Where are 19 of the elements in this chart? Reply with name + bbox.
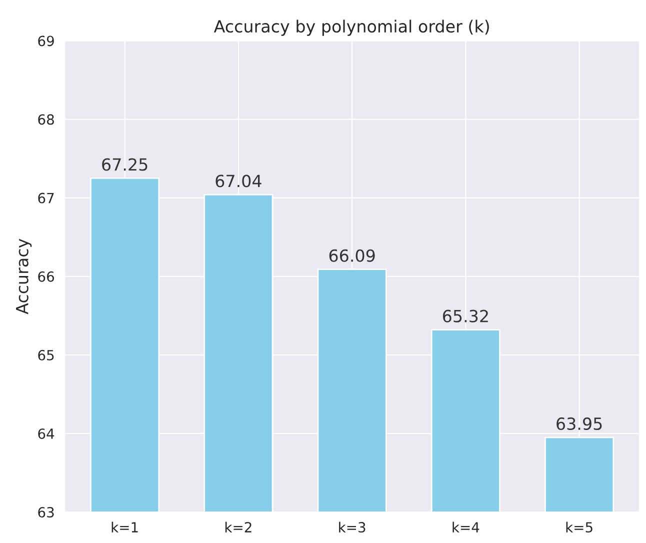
- data-label: 65.32: [443, 310, 488, 322]
- y-tick-label: 63: [38, 507, 54, 518]
- data-label: 63.95: [556, 417, 602, 430]
- chart-title: Accuracy by polynomial order (k): [214, 20, 489, 36]
- y-tick-label: 64: [38, 428, 54, 439]
- y-tick-label: 65: [38, 350, 54, 360]
- x-tick-label: k=2: [225, 522, 252, 532]
- y-tick-label: 68: [38, 114, 54, 125]
- x-tick-label: k=5: [566, 522, 592, 533]
- data-label: 66.09: [329, 249, 375, 262]
- x-tick-label: k=4: [452, 522, 480, 532]
- y-axis-title: Accuracy: [16, 238, 32, 314]
- x-tick-label: k=3: [339, 522, 366, 533]
- y-tick-label: 66: [38, 271, 54, 282]
- data-label: 67.04: [216, 174, 262, 188]
- y-tick-label: 69: [38, 36, 54, 46]
- data-label: 67.25: [102, 158, 148, 171]
- y-tick-label: 67: [38, 192, 54, 204]
- x-tick-label: k=1: [112, 522, 138, 532]
